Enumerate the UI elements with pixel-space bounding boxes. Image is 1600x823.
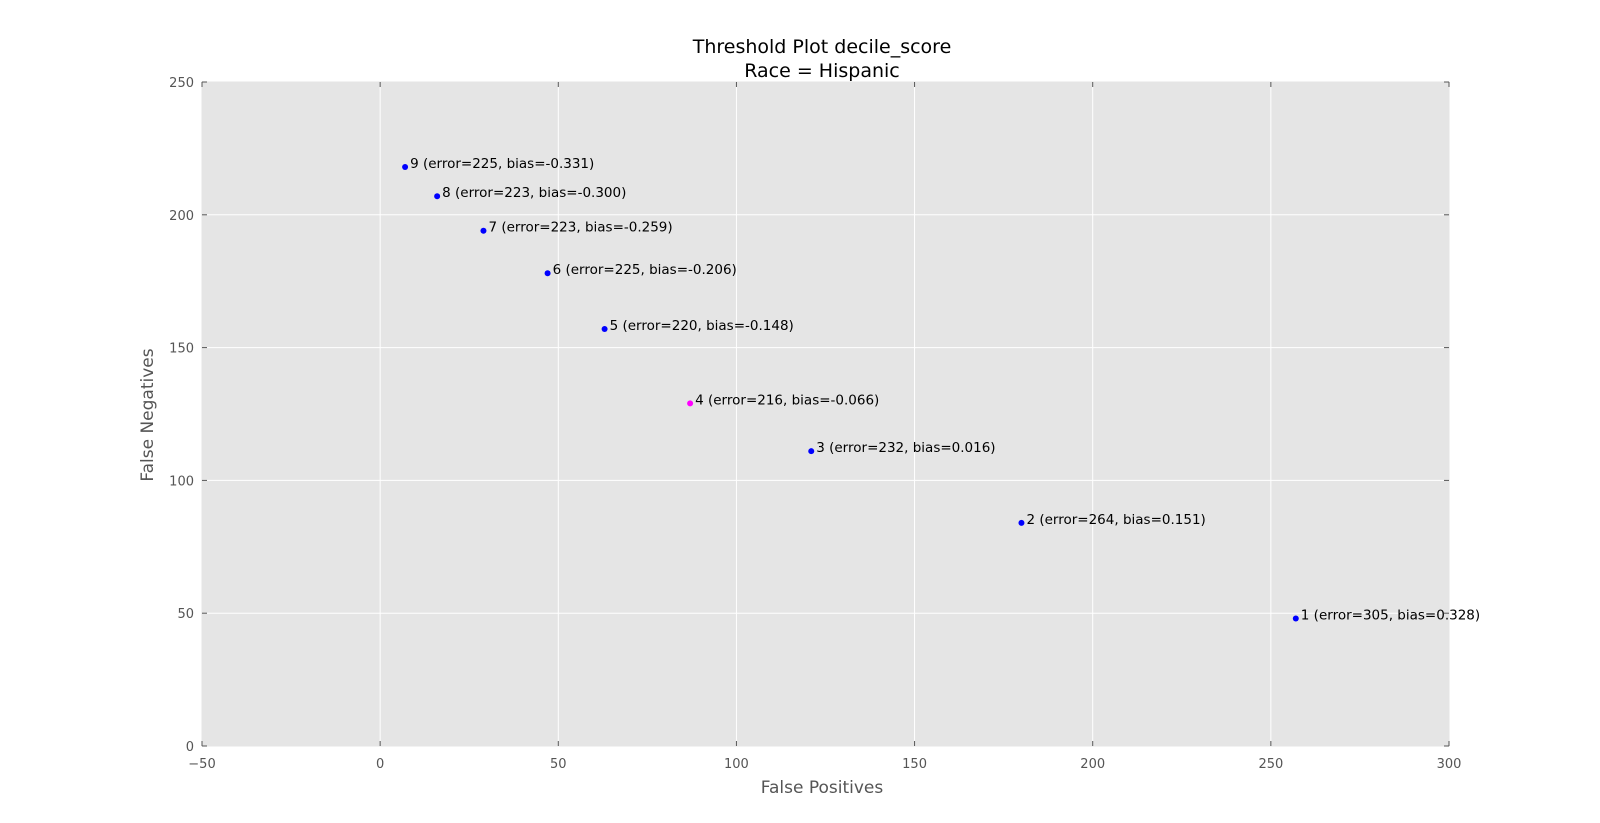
- data-points: 1 (error=305, bias=0.328) 2 (error=264, b…: [402, 156, 1480, 624]
- x-axis-label: False Positives: [761, 778, 884, 798]
- x-tick-label: 50: [550, 757, 567, 772]
- x-tick-label: 200: [1080, 757, 1105, 772]
- data-point-label: 9 (error=225, bias=-0.331): [410, 156, 594, 172]
- y-tick-label: 50: [177, 607, 194, 622]
- data-point-label: 3 (error=232, bias=0.016): [816, 440, 995, 456]
- data-point: [808, 448, 815, 455]
- axis-ticks: −50 0 50 100 150 200 250 300 0 50 100 150 200 250: [169, 76, 1461, 772]
- data-point: [434, 193, 441, 200]
- y-tick-label: 150: [169, 342, 194, 357]
- data-point-label: 6 (error=225, bias=-0.206): [553, 262, 737, 278]
- plot-area: [202, 82, 1449, 746]
- x-tick-label: 300: [1437, 757, 1462, 772]
- data-point-label: 7 (error=223, bias=-0.259): [488, 220, 672, 236]
- data-point: [480, 227, 487, 234]
- data-point-label: 1 (error=305, bias=0.328): [1301, 608, 1480, 624]
- x-tick-label: −50: [188, 757, 215, 772]
- y-tick-label: 200: [169, 209, 194, 224]
- x-tick-label: 0: [376, 757, 384, 772]
- y-tick-label: 0: [186, 740, 194, 755]
- data-point-label: 5 (error=220, bias=-0.148): [610, 318, 794, 334]
- data-point-label: 4 (error=216, bias=-0.066): [695, 392, 879, 408]
- chart-subtitle: Race = Hispanic: [744, 60, 900, 82]
- y-axis-label: False Negatives: [138, 348, 158, 481]
- x-tick-label: 250: [1258, 757, 1283, 772]
- data-point: [1292, 615, 1299, 622]
- y-tick-label: 250: [169, 76, 194, 91]
- data-point: [402, 163, 409, 170]
- data-point: [544, 270, 551, 277]
- data-point-label: 8 (error=223, bias=-0.300): [442, 185, 626, 201]
- plot-frame: [201, 81, 1450, 747]
- chart-title: Threshold Plot decile_score: [692, 36, 952, 58]
- y-tick-label: 100: [169, 474, 194, 489]
- x-tick-label: 100: [724, 757, 749, 772]
- data-point: [601, 326, 608, 333]
- x-tick-label: 150: [902, 757, 927, 772]
- data-point: [1018, 519, 1025, 526]
- highlighted-data-point: [687, 400, 694, 407]
- data-point-label: 2 (error=264, bias=0.151): [1026, 512, 1205, 528]
